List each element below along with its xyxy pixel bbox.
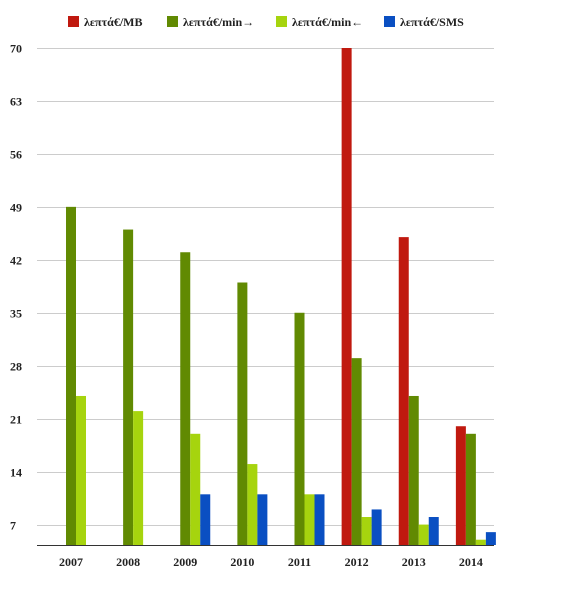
legend-item: λεπτά€/SMS bbox=[384, 15, 464, 29]
bar-λεπτά€/min←-2012 bbox=[361, 517, 372, 545]
y-tick-label: 42 bbox=[10, 254, 22, 268]
bar-λεπτά€/min→-2010 bbox=[237, 282, 248, 545]
bar-λεπτά€/min←-2008 bbox=[133, 411, 144, 545]
y-tick-label: 7 bbox=[10, 519, 16, 533]
bar-λεπτά€/MB-2012 bbox=[341, 48, 352, 545]
bar-λεπτά€/min→-2014 bbox=[465, 433, 476, 545]
bar-λεπτά€/min→-2009 bbox=[180, 252, 191, 545]
x-tick-label: 2009 bbox=[173, 555, 197, 569]
legend-label: λεπτά€/min← bbox=[292, 15, 363, 29]
y-tick-label: 70 bbox=[10, 42, 22, 56]
y-tick-label: 35 bbox=[10, 307, 22, 321]
legend-label: λεπτά€/min→ bbox=[183, 15, 254, 29]
bar-λεπτά€/MB-2013 bbox=[398, 237, 409, 546]
y-tick-label: 49 bbox=[10, 201, 22, 215]
bar-λεπτά€/min←-2009 bbox=[190, 433, 201, 545]
gridlines bbox=[37, 48, 494, 526]
bar-λεπτά€/min←-2013 bbox=[418, 524, 429, 545]
legend: λεπτά€/MB λεπτά€/min→ λεπτά€/min← λεπτά€/SM… bbox=[68, 15, 464, 29]
y-axis: 7 14 21 28 35 42 49 56 63 70 bbox=[10, 42, 22, 533]
bar-λεπτά€/SMS-2010 bbox=[257, 494, 268, 545]
bar-λεπτά€/min←-2010 bbox=[247, 464, 258, 545]
bar-λεπτά€/min→-2011 bbox=[294, 312, 305, 545]
x-tick-label: 2013 bbox=[402, 555, 426, 569]
legend-item: λεπτά€/min→ bbox=[167, 15, 254, 29]
legend-swatch bbox=[276, 16, 287, 27]
bar-λεπτά€/min→-2007 bbox=[66, 206, 76, 545]
x-tick-label: 2014 bbox=[459, 555, 483, 569]
y-tick-label: 56 bbox=[10, 148, 22, 162]
bar-λεπτά€/min←-2011 bbox=[304, 494, 315, 545]
bar-λεπτά€/min←-2007 bbox=[76, 395, 86, 545]
legend-label: λεπτά€/SMS bbox=[400, 15, 464, 29]
bar-λεπτά€/min←-2014 bbox=[475, 539, 486, 545]
y-tick-label: 63 bbox=[10, 95, 22, 109]
y-tick-label: 21 bbox=[10, 413, 22, 427]
bar-λεπτά€/min→-2013 bbox=[408, 395, 419, 545]
legend-swatch bbox=[167, 16, 178, 27]
bar-λεπτά€/SMS-2011 bbox=[314, 494, 325, 545]
y-tick-label: 14 bbox=[10, 466, 22, 480]
x-tick-label: 2012 bbox=[345, 555, 369, 569]
bar-λεπτά€/SMS-2013 bbox=[428, 517, 439, 545]
x-tick-label: 2008 bbox=[116, 555, 140, 569]
bar-λεπτά€/SMS-2009 bbox=[200, 494, 211, 545]
legend-swatch bbox=[384, 16, 395, 27]
bar-λεπτά€/min→-2008 bbox=[123, 229, 134, 546]
legend-label: λεπτά€/MB bbox=[84, 15, 143, 29]
bar-λεπτά€/MB-2014 bbox=[455, 426, 466, 545]
legend-item: λεπτά€/min← bbox=[276, 15, 363, 29]
bars bbox=[66, 48, 496, 546]
x-tick-label: 2007 bbox=[59, 555, 83, 569]
y-tick-label: 28 bbox=[10, 360, 22, 374]
bar-λεπτά€/SMS-2012 bbox=[371, 509, 382, 545]
bar-λεπτά€/SMS-2014 bbox=[485, 532, 496, 545]
x-tick-label: 2011 bbox=[288, 555, 311, 569]
bar-λεπτά€/min→-2012 bbox=[351, 358, 362, 545]
legend-swatch bbox=[68, 16, 79, 27]
x-axis: 2007 2008 2009 2010 2011 2012 2013 2014 bbox=[37, 545, 494, 569]
legend-item: λεπτά€/MB bbox=[68, 15, 143, 29]
x-tick-label: 2010 bbox=[230, 555, 254, 569]
